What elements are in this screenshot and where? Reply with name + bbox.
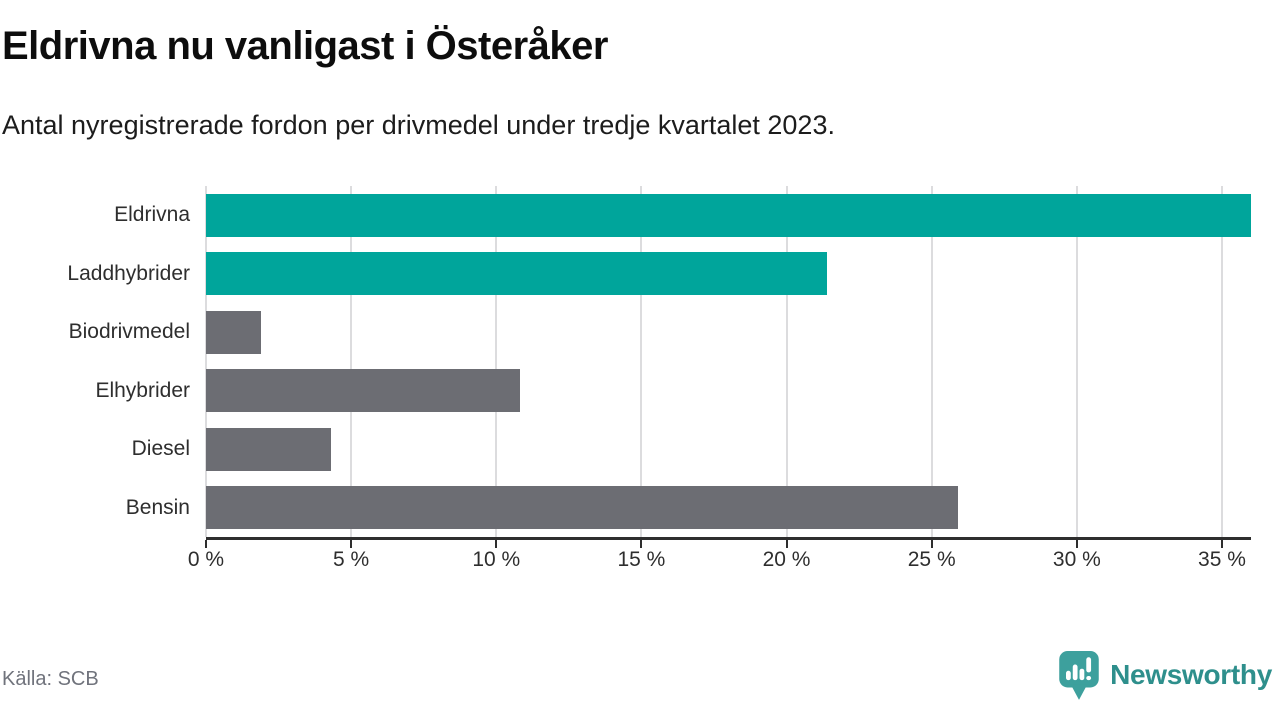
category-label: Laddhybrider [67,261,190,285]
gridline [640,186,643,537]
x-tick-label: 10 % [472,548,521,571]
category-label: Bensin [125,495,190,519]
x-tick-mark [350,540,353,548]
category-label: Eldrivna [114,203,190,226]
newsworthy-brand: Newsworthy [1058,650,1272,707]
x-tick-mark [640,540,643,548]
newsworthy-wordmark: Newsworthy [1110,659,1272,690]
x-tick-label: 25 % [907,548,956,571]
gridline [1220,186,1223,537]
chart-subtitle: Antal nyregistrerade fordon per drivmede… [2,110,835,140]
bar-eldrivna [206,193,1251,237]
gridline [785,186,788,537]
x-tick-label: 15 % [617,548,666,571]
x-tick-label: 30 % [1052,548,1101,571]
category-axis: Eldrivna Laddhybrider Biodrivmedel Elhybrid… [0,186,190,537]
x-tick-mark [1220,540,1223,548]
category-label: Elhybrider [95,378,190,402]
newsworthy-logo-icon [1058,650,1100,707]
gridline [205,186,207,537]
category-label: Diesel [131,437,190,460]
plot-area [205,186,1251,537]
bar-laddhybrider [206,252,828,296]
chart-title: Eldrivna nu vanligast i Österåker [2,24,608,68]
gridline [930,186,933,537]
x-tick-label: 20 % [762,548,811,571]
bar-biodrivmedel [206,310,262,354]
x-tick-mark [495,540,498,548]
x-tick-label: 0 % [187,548,225,571]
category-label: Biodrivmedel [68,320,190,343]
x-tick-label: 5 % [333,548,370,571]
source-note: Källa: SCB [2,668,99,690]
x-axis-line [205,537,1251,548]
bar-elhybrider [206,369,520,413]
x-tick-mark [785,540,788,548]
x-tick-label: 35 % [1198,548,1246,571]
x-tick-mark [930,540,933,548]
gridline [350,186,353,537]
x-tick-mark [205,540,207,548]
bar-bensin [206,486,958,530]
x-tick-mark [1075,540,1078,548]
gridline [495,186,498,537]
x-axis-tick-labels: 0 % 5 % 10 % 15 % 20 % 25 % 30 % 35 % [188,548,1251,574]
gridline [1075,186,1078,537]
bar-diesel [206,427,331,471]
